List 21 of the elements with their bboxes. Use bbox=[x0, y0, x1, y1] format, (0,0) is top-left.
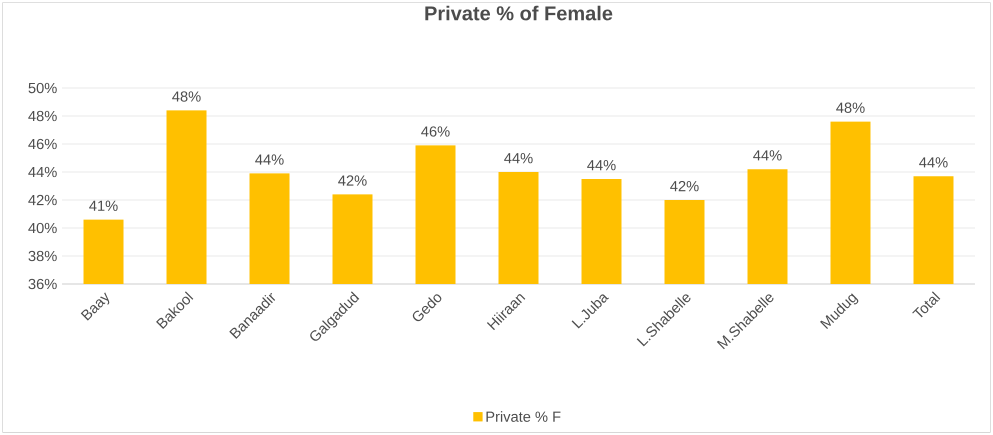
y-tick-label: 38% bbox=[28, 250, 57, 262]
data-label: 44% bbox=[504, 153, 533, 164]
data-label: 44% bbox=[753, 150, 782, 160]
y-tick-label: 36% bbox=[28, 278, 57, 290]
y-tick-label: 44% bbox=[28, 166, 57, 178]
data-label: 48% bbox=[836, 102, 865, 113]
data-label: 46% bbox=[421, 126, 450, 137]
y-tick-label: 48% bbox=[28, 110, 57, 122]
y-tick-label: 40% bbox=[28, 222, 57, 234]
data-label: 44% bbox=[919, 157, 948, 168]
data-label: 44% bbox=[587, 160, 616, 170]
data-label: 41% bbox=[89, 200, 118, 211]
y-tick-label: 50% bbox=[28, 82, 57, 94]
data-label: 48% bbox=[172, 91, 201, 102]
y-tick-label: 46% bbox=[28, 138, 57, 150]
legend-label: Private % F bbox=[486, 411, 560, 422]
data-label: 44% bbox=[255, 154, 284, 165]
chart-title: Private % of Female bbox=[425, 6, 612, 20]
y-tick-label: 42% bbox=[28, 194, 57, 206]
data-label: 42% bbox=[338, 175, 367, 186]
data-label: 42% bbox=[670, 180, 699, 192]
